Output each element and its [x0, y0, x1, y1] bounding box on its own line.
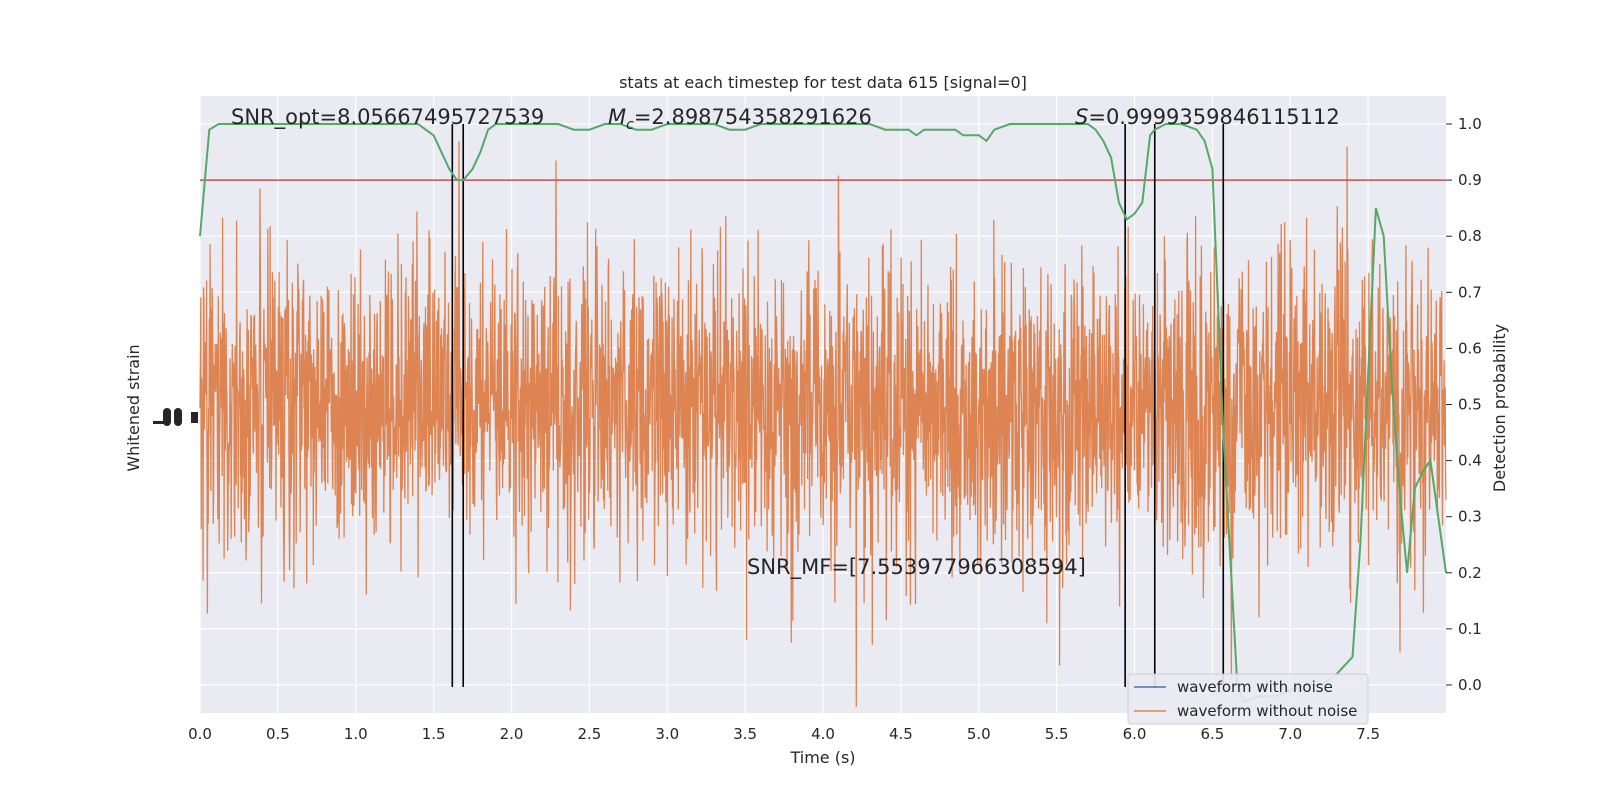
x-tick-label: 1.0 [344, 725, 368, 743]
legend-box [1127, 673, 1369, 725]
x-tick-label: 3.0 [655, 725, 679, 743]
x-tick-label: 0.0 [188, 725, 212, 743]
x-tick-label: 2.5 [577, 725, 601, 743]
x-tick-label: 7.5 [1356, 725, 1380, 743]
y-tick-label: 1.0 [1458, 115, 1482, 133]
legend: waveform with noise waveform without noi… [1127, 673, 1369, 725]
y-tick-label: 0.8 [1458, 227, 1482, 245]
y-tick-label: 0.3 [1458, 508, 1482, 526]
annotation-s-statistic: S=0.9999359846115112 [1075, 105, 1340, 129]
annotation-snr-mf: SNR_MF=[7.553977966308594] [747, 555, 1086, 580]
x-tick-label: 0.5 [266, 725, 290, 743]
x-tick-label: 5.0 [967, 725, 991, 743]
y-tick-label: 0.6 [1458, 339, 1482, 357]
y-axis-label-right: Detection probability [1490, 324, 1509, 492]
x-tick-label: 5.5 [1045, 725, 1069, 743]
y-tick-label: 0.9 [1458, 171, 1482, 189]
legend-label-without-noise: waveform without noise [1177, 702, 1357, 720]
x-tick-label: 4.0 [811, 725, 835, 743]
strain-series-group [199, 141, 1447, 708]
y-axis-label-left: Whitened strain [124, 344, 143, 471]
y-tick-label: 0.2 [1458, 564, 1482, 582]
y-tick-label: 0.4 [1458, 452, 1482, 470]
x-axis-ticks: 0.0 0.5 1.0 1.5 2.0 2.5 3.0 3.5 4.0 4.5 5.0 5.5 6.0 6… [188, 725, 1380, 743]
x-tick-label: 6.0 [1123, 725, 1147, 743]
y-tick-label: 0.5 [1458, 396, 1482, 414]
y-tick-label: 0.7 [1458, 283, 1482, 301]
x-tick-label: 7.0 [1278, 725, 1302, 743]
vertical-lines-group [451, 124, 1225, 687]
y-tick-label: 0.1 [1458, 620, 1482, 638]
annotation-snr-opt: SNR_opt=8.05667495727539 [231, 105, 544, 130]
x-tick-label: 1.5 [422, 725, 446, 743]
x-tick-label: 3.5 [733, 725, 757, 743]
x-tick-label: 6.5 [1200, 725, 1224, 743]
x-tick-label: 2.0 [500, 725, 524, 743]
chart-title: stats at each timestep for test data 615… [619, 73, 1027, 92]
y-tick-label: 0.0 [1458, 676, 1482, 694]
x-tick-label: 4.5 [889, 725, 913, 743]
left-axis-glyphs [153, 408, 198, 426]
y-axis-ticks-right: 0.0 0.1 0.2 0.3 0.4 0.5 0.6 0.7 0.8 0.9 1.0 [1446, 115, 1482, 694]
annotation-chirp-mass: Mc=2.898754358291626 [608, 105, 872, 133]
x-axis-label: Time (s) [789, 748, 855, 767]
series-waveform-without-noise [199, 141, 1447, 708]
legend-label-with-noise: waveform with noise [1177, 678, 1333, 696]
